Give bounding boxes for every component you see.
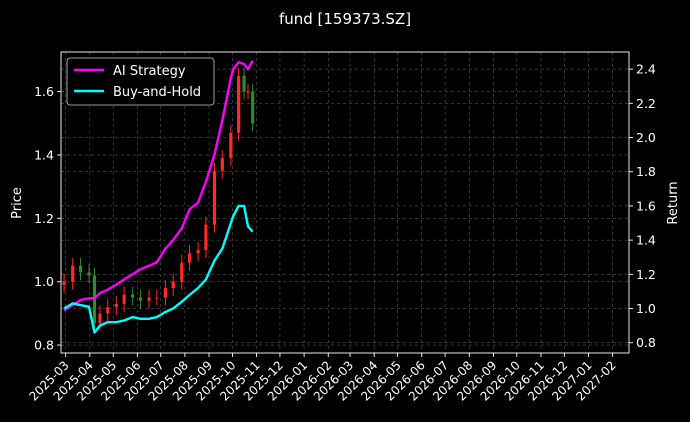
candle-body — [114, 303, 118, 308]
y-left-tick-label: 1.2 — [34, 211, 54, 226]
series-line-buy-and-hold — [63, 204, 254, 334]
candle-body — [106, 307, 110, 314]
y-right-tick-label: 1.0 — [636, 301, 656, 316]
candle-body — [204, 224, 208, 251]
y-axis-left-label: Price — [10, 187, 25, 219]
series-lines — [63, 60, 254, 334]
y-right-tick-label: 1.4 — [636, 233, 656, 248]
y-right-tick-label: 2.2 — [636, 96, 656, 111]
y-right-tick-label: 1.2 — [636, 267, 656, 282]
legend-label-ai-strategy: AI Strategy — [113, 64, 186, 79]
legend-label-buy-and-hold: Buy-and-Hold — [113, 85, 201, 100]
legend: AI Strategy Buy-and-Hold — [66, 57, 215, 106]
y-right-tick-label: 2.4 — [636, 62, 656, 77]
y-left-tick-label: 1.4 — [34, 147, 54, 162]
candle-body — [78, 265, 83, 273]
candle-body — [187, 253, 192, 263]
candle-body — [171, 281, 175, 289]
candle-body — [62, 281, 66, 285]
candle-body — [155, 297, 159, 299]
y-right-tick-label: 1.8 — [636, 164, 656, 179]
candle-body — [246, 91, 250, 93]
y-left-tick-label: 0.8 — [34, 338, 54, 353]
candle-body — [220, 158, 224, 171]
y-left-tick-label: 1.6 — [34, 84, 54, 99]
candle-body — [98, 313, 102, 323]
y-axis-right: 1.0 1.2 1.4 1.6 1.8 2.0 2.2 2.4 0.8 — [629, 62, 656, 350]
candle-body — [229, 132, 233, 159]
series-line-ai-strategy — [63, 60, 254, 312]
plot-frame — [60, 51, 630, 354]
y-right-tick-label: 1.6 — [636, 198, 656, 213]
candle-body — [87, 272, 91, 276]
candle-body — [251, 91, 255, 124]
chart-title: fund [159373.SZ] — [279, 10, 411, 28]
y-right-tick-label: 2.0 — [636, 130, 656, 145]
candle-body — [71, 265, 75, 282]
y-right-tick-label: 0.8 — [636, 335, 656, 350]
candle-body — [212, 170, 217, 225]
y-axis-right-label: Return — [666, 181, 681, 224]
candle-body — [237, 75, 241, 133]
y-axis-left: 0.8 1.0 1.2 1.4 1.6 — [34, 84, 61, 353]
candle-body — [180, 262, 184, 282]
candle-body — [196, 250, 200, 254]
candle-body — [122, 294, 126, 304]
candle-body — [242, 75, 246, 92]
y-left-tick-label: 1.0 — [34, 274, 54, 289]
candle-body — [163, 288, 168, 298]
candle-body — [138, 297, 143, 301]
candle-body — [131, 294, 135, 298]
candle-body — [147, 297, 151, 301]
